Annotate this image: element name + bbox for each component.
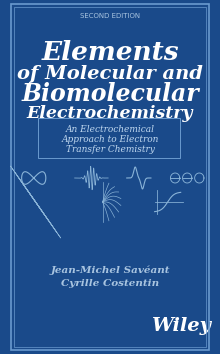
Text: Approach to Electron: Approach to Electron: [61, 135, 159, 143]
Text: Biomolecular: Biomolecular: [21, 82, 199, 106]
Text: Transfer Chemistry: Transfer Chemistry: [66, 144, 154, 154]
Text: Cyrille Costentin: Cyrille Costentin: [61, 279, 159, 287]
Text: Jean-Michel Savéant: Jean-Michel Savéant: [50, 265, 170, 275]
Text: Wiley: Wiley: [151, 317, 211, 335]
Text: Electrochemistry: Electrochemistry: [27, 104, 193, 121]
Text: An Electrochemical: An Electrochemical: [66, 125, 154, 133]
Text: SECOND EDITION: SECOND EDITION: [80, 13, 140, 19]
Text: of Molecular and: of Molecular and: [17, 65, 203, 83]
Text: Elements: Elements: [41, 40, 179, 64]
Bar: [38, 118, 180, 158]
